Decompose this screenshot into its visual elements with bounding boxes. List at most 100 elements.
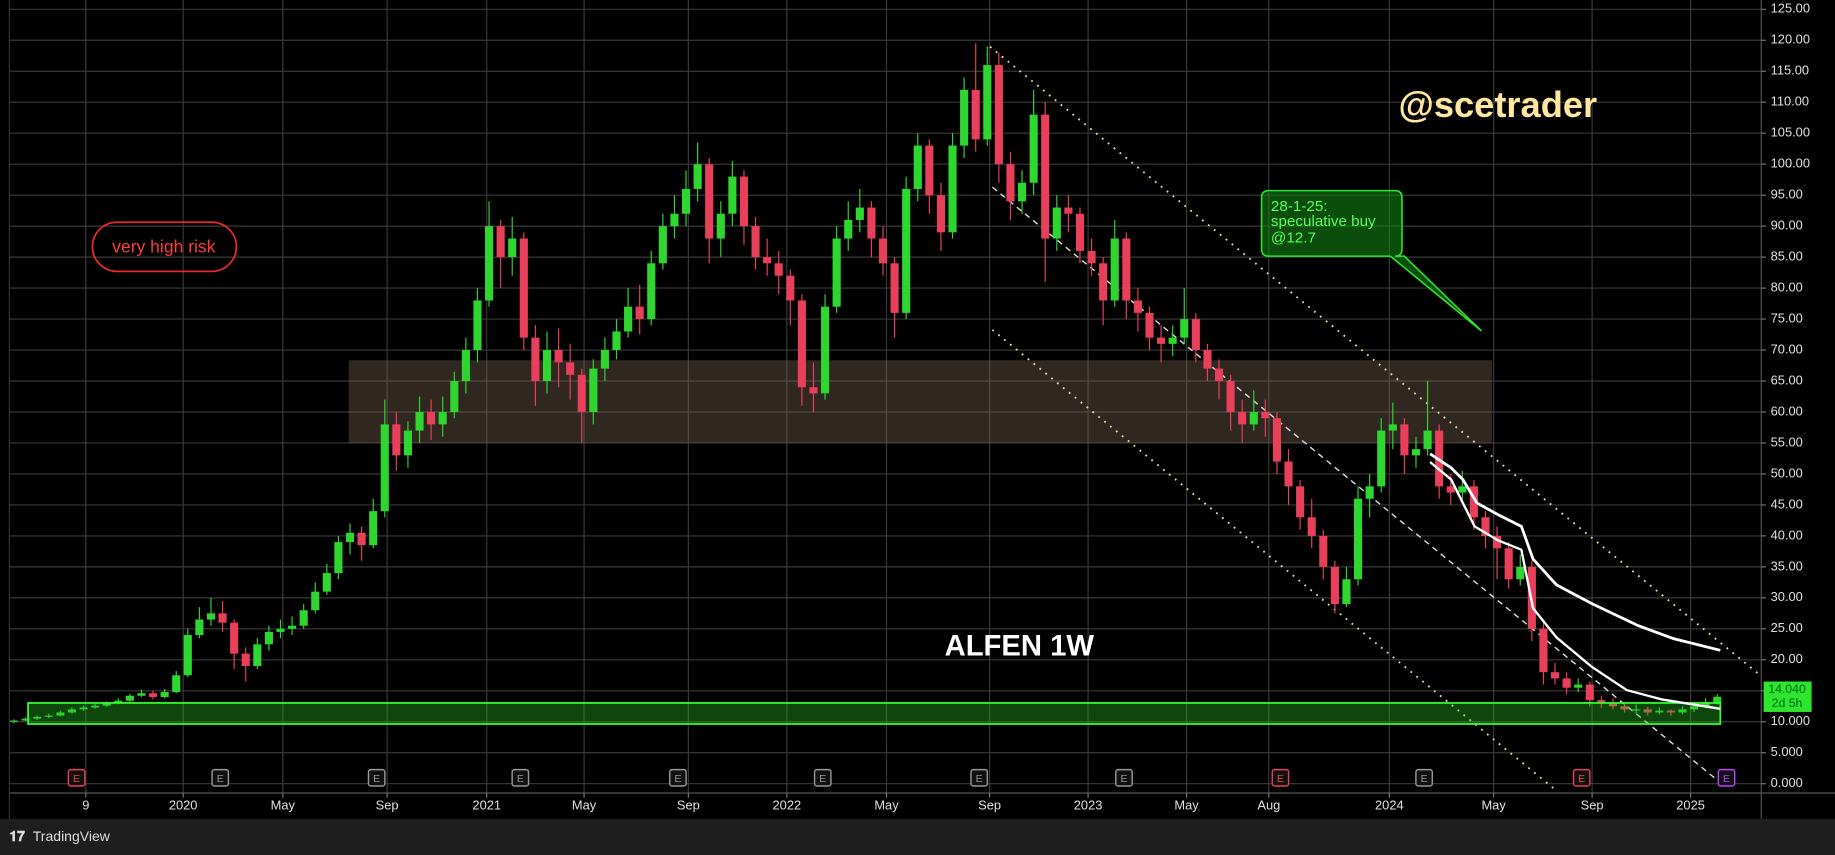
event-label: E <box>517 773 524 785</box>
candle-body <box>1585 684 1594 701</box>
candle-body <box>1342 579 1351 605</box>
candle-body <box>1006 164 1015 202</box>
candle-body <box>369 511 378 546</box>
candle-body <box>797 300 806 388</box>
candle-body <box>589 368 598 412</box>
y-tick-label: 95.00 <box>1771 187 1803 202</box>
candle-body <box>1133 300 1142 313</box>
candle-body <box>1226 381 1235 412</box>
candle-body <box>1319 535 1328 567</box>
support-zone <box>27 702 1722 725</box>
candle-body <box>33 716 42 719</box>
y-tick-label: 80.00 <box>1771 279 1803 294</box>
candle-body <box>1365 486 1374 499</box>
candle-body <box>1608 703 1618 707</box>
candle-body <box>1562 678 1571 688</box>
candle-body <box>427 411 436 425</box>
candle-body <box>1678 709 1687 713</box>
event-marker <box>1717 768 1736 787</box>
y-tick-label: 105.00 <box>1771 125 1810 140</box>
candle-body <box>647 263 656 320</box>
candle-body <box>79 707 88 710</box>
event-marker <box>367 768 386 787</box>
candle-body <box>345 532 355 543</box>
candle-body <box>206 613 216 620</box>
axes: 0.0005.00010.00015.00020.0025.0030.0035.… <box>82 1 1810 813</box>
candle-body <box>148 693 158 697</box>
candle-body <box>1145 312 1154 338</box>
candle-body <box>311 591 320 611</box>
candle-body <box>1099 263 1108 301</box>
x-tick-label: 2022 <box>773 797 802 812</box>
candle-body <box>484 226 494 301</box>
candle-body <box>1469 486 1478 518</box>
candle-body <box>1574 684 1583 688</box>
candle-body <box>809 387 818 394</box>
candle-body <box>542 350 552 382</box>
event-marker <box>970 768 989 787</box>
candle-body <box>1400 424 1409 456</box>
candle-body <box>1666 710 1675 713</box>
y-tick-label: 30.00 <box>1771 589 1803 604</box>
callout-text: 28-1-25: <box>1271 198 1328 215</box>
candle-body <box>218 613 227 623</box>
candle-body <box>1296 486 1305 518</box>
candle-body <box>1272 418 1282 462</box>
candle-body <box>461 350 470 382</box>
x-tick-label: May <box>1174 797 1199 812</box>
bar-countdown: 2d 5h <box>1772 696 1803 710</box>
candle-body <box>415 411 424 431</box>
candle-body <box>125 695 134 701</box>
candle-body <box>774 263 783 276</box>
y-tick-label: 110.00 <box>1771 94 1809 109</box>
candle-body <box>114 700 123 704</box>
candle-body <box>531 337 540 382</box>
candle-body <box>1632 709 1641 711</box>
candle-body <box>1052 207 1061 239</box>
candle-body <box>1087 250 1096 264</box>
candle-body <box>716 213 725 239</box>
candle-body <box>438 411 447 425</box>
event-marker <box>1572 768 1591 787</box>
event-marker <box>1115 768 1133 787</box>
y-tick-label: 5.000 <box>1771 744 1803 759</box>
candle-body <box>1411 449 1421 456</box>
candle-body <box>1481 517 1490 536</box>
candle-body <box>728 176 737 214</box>
channel-mid <box>991 186 1715 779</box>
x-tick-label: 2024 <box>1375 797 1404 812</box>
x-tick-label: Sep <box>677 797 700 812</box>
event-marker <box>67 768 86 787</box>
x-tick-label: 2020 <box>169 797 198 812</box>
candle-body <box>195 619 204 636</box>
event-marker <box>669 768 687 787</box>
candle-body <box>763 257 772 264</box>
candle-body <box>67 709 76 713</box>
y-tick-label: 60.00 <box>1771 403 1803 418</box>
candle-body <box>693 164 702 189</box>
candle-body <box>508 238 517 258</box>
candle-body <box>1157 337 1166 344</box>
x-tick-label: May <box>572 797 597 812</box>
candle-body <box>1075 213 1085 251</box>
brand-logo: 𝟏𝟕 <box>9 828 25 844</box>
candle-body <box>357 532 366 546</box>
candle-body <box>334 542 343 574</box>
candle-body <box>1191 319 1200 351</box>
y-tick-label: 100.00 <box>1771 156 1810 171</box>
candle-body <box>1041 114 1050 239</box>
footer <box>0 818 1835 855</box>
candle-body <box>1655 710 1664 713</box>
candle-body <box>1504 548 1513 580</box>
candle-body <box>137 693 146 696</box>
candle-body <box>1701 703 1710 707</box>
candle-body <box>600 350 609 369</box>
candle-body <box>496 226 505 258</box>
candle-body <box>322 573 331 592</box>
candle-body <box>1388 424 1397 431</box>
y-tick-label: 75.00 <box>1771 310 1803 325</box>
callout-text: speculative buy <box>1271 213 1376 230</box>
candle-body <box>403 430 413 456</box>
